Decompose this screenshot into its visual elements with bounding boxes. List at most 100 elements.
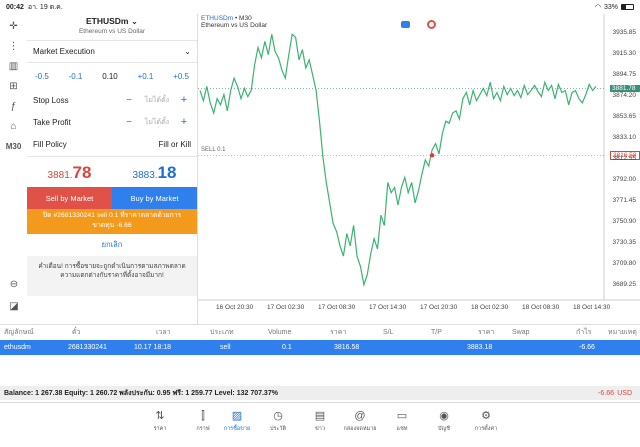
take-profit-plus-button[interactable]: + [180, 116, 188, 128]
shapes-icon[interactable]: ⌂ [10, 120, 17, 132]
x-tick-label: 17 Oct 08:30 [318, 304, 356, 311]
col-swap: Swap [512, 329, 530, 336]
y-tick-label: 3935.85 [612, 29, 637, 37]
logo-icon[interactable]: ◪ [9, 300, 19, 312]
stop-loss-label: Stop Loss [33, 95, 69, 105]
y-tick-label: 3689.25 [612, 281, 637, 289]
chevron-down-icon: ⌄ [184, 47, 191, 56]
chevron-down-icon: ⌄ [130, 16, 138, 26]
chart-type-icon[interactable]: ▥ [8, 60, 19, 72]
chart-alert-icon[interactable] [427, 20, 436, 29]
nav-trade-label: การซื้อขาย [223, 426, 251, 432]
sell-line-label: SELL 0.1 [201, 147, 226, 154]
price-chart[interactable]: ETHUSDm • M30 Ethereum vs US Dollar SELL… [198, 14, 640, 324]
execution-select[interactable]: Market Execution ⌄ [27, 41, 197, 63]
stop-loss-plus-button[interactable]: + [180, 94, 188, 106]
nav-news-label: ข่าว [315, 426, 325, 432]
timeframe[interactable]: M30 [5, 141, 22, 151]
battery-icon [621, 4, 634, 10]
order-symbol: ETHUSDm [85, 16, 129, 26]
zoom-icon[interactable]: ⊖ [9, 278, 19, 290]
nav-history[interactable]: ◷ ประวัติ [258, 409, 298, 433]
cancel-button[interactable]: ยกเลิก [101, 240, 123, 249]
sell-entry-marker [429, 153, 435, 158]
col-sl: S/L [383, 329, 394, 336]
nav-accounts-label: บัญชี [438, 426, 450, 432]
bottom-nav: ⇅ ราคา ⫿ กราฟ ▨ การซื้อขาย ◷ ประวัติ ▤ ข่าว @ กล่อง… [0, 402, 640, 447]
y-tick-label: 3833.10 [612, 134, 637, 142]
x-tick-label: 17 Oct 02:30 [267, 304, 305, 311]
row-price: 3816.58 [334, 344, 360, 351]
x-tick-label: 17 Oct 20:30 [420, 304, 458, 311]
take-profit-label: Take Profit [33, 117, 71, 127]
volume-plus-05[interactable]: +0.5 [173, 71, 189, 81]
status-right: ◠ 33% [595, 3, 634, 11]
col-comment: หมายเหตุ [608, 329, 637, 336]
take-profit-input[interactable]: ไม่ได้ตั้ง [144, 118, 170, 126]
nav-mailbox-label: กล่องจดหมาย [343, 426, 377, 432]
fill-policy-row[interactable]: Fill Policy Fill or Kill [27, 133, 197, 157]
nav-trade[interactable]: ▨ การซื้อขาย [217, 409, 257, 433]
take-profit-minus-button[interactable]: − [126, 116, 132, 128]
y-tick-label: 3853.65 [612, 113, 637, 121]
nav-quotes[interactable]: ⇅ ราคา [140, 409, 180, 433]
notice-line-2: ขาดทุน -6.66 [92, 222, 132, 229]
nav-accounts[interactable]: ◉ บัญชี [424, 409, 464, 433]
row-current-price: 3883.18 [467, 344, 493, 351]
y-tick-label: 3750.90 [612, 218, 637, 226]
y-tick-label: 3894.75 [612, 71, 637, 79]
x-tick-label: 18 Oct 02:30 [471, 304, 509, 311]
close-position-notice[interactable]: ปิด #2681330241 sell 0.1 ที่ราคาตลาดด้วย… [27, 209, 197, 234]
order-symbol-header[interactable]: ETHUSDm ⌄ Ethereum vs US Dollar [27, 14, 197, 41]
bid-price-tag: 3881.78 [610, 84, 640, 92]
nav-quotes-label: ราคา [153, 426, 167, 432]
chat-icon: ▭ [396, 410, 408, 422]
nav-settings[interactable]: ⚙ การตั้งค่า [466, 409, 506, 433]
volume-minus-05[interactable]: -0.5 [35, 71, 49, 81]
y-tick-label: 3709.80 [612, 260, 637, 268]
x-tick-label: 18 Oct 14:30 [573, 304, 611, 311]
volume-plus-01[interactable]: +0.1 [137, 71, 154, 81]
stop-loss-row: Stop Loss − ไม่ได้ตั้ง + [27, 89, 197, 111]
stop-loss-minus-button[interactable]: − [126, 94, 132, 106]
order-panel: ETHUSDm ⌄ Ethereum vs US Dollar Market E… [27, 14, 198, 324]
balance-summary: Balance: 1 267.38 Equity: 1 260.72 พลังป… [4, 389, 278, 397]
table-row[interactable]: ethusdm 2681330241 10.17 18:18 sell 0.1 … [0, 340, 640, 355]
accounts-icon: ◉ [439, 410, 449, 422]
chart-symbol: ETHUSDm [201, 15, 234, 22]
y-tick-label: 3915.30 [612, 50, 637, 58]
x-tick-label: 18 Oct 08:30 [522, 304, 560, 311]
positions-header: สัญลักษณ์ ตั๋ว เวลา ประเภท Volume ราคา S… [0, 324, 640, 340]
nav-news[interactable]: ▤ ข่าว [300, 409, 340, 433]
row-symbol: ethusdm [4, 344, 31, 351]
execution-label: Market Execution [33, 47, 95, 56]
indicators-icon[interactable]: ⋮ [8, 40, 19, 52]
objects-icon[interactable]: ⊞ [9, 80, 18, 92]
nav-chart[interactable]: ⫿ กราฟ [183, 409, 223, 433]
fill-policy-value: Fill or Kill [158, 140, 191, 149]
col-ticket: ตั๋ว [72, 329, 81, 336]
chart-description: Ethereum vs US Dollar [201, 22, 268, 29]
col-type: ประเภท [210, 329, 234, 336]
sell-by-market-button[interactable]: Sell by Market [27, 187, 112, 209]
settings-icon: ⚙ [481, 410, 491, 422]
chart-mode-icon[interactable] [401, 21, 410, 28]
volume-minus-01[interactable]: -0.1 [68, 71, 83, 81]
nav-chat[interactable]: ▭ แชท [382, 409, 422, 433]
quotes-icon: ⇅ [155, 410, 165, 422]
battery-percent: 33% [603, 3, 618, 11]
trade-icon: ▨ [231, 410, 243, 422]
nav-mailbox[interactable]: @ กล่องจดหมาย [340, 409, 380, 433]
bid-price-pips: 78 [72, 163, 92, 182]
ask-price-pips: 18 [157, 163, 177, 182]
chart-plot [198, 14, 640, 301]
function-icon[interactable]: ƒ [10, 100, 17, 112]
bid-price: 3881. 78 [27, 157, 112, 187]
ask-price: 3883. 18 [112, 157, 197, 187]
crosshair-icon[interactable]: ✛ [9, 20, 18, 32]
volume-value[interactable]: 0.10 [102, 71, 118, 81]
fill-policy-label: Fill Policy [33, 140, 67, 149]
buy-by-market-button[interactable]: Buy by Market [112, 187, 197, 209]
stop-loss-input[interactable]: ไม่ได้ตั้ง [144, 96, 170, 104]
col-price: ราคา [330, 329, 347, 336]
